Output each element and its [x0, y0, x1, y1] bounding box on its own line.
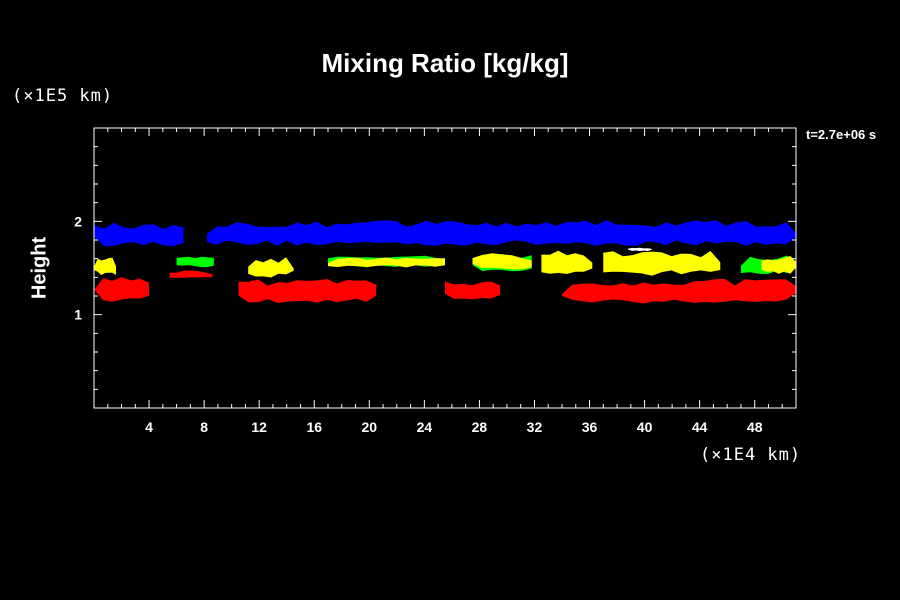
green-region-3 [176, 256, 214, 268]
plot-frame [93, 127, 797, 409]
x-tick-label: 8 [200, 419, 208, 435]
yellow-region-13 [761, 256, 796, 274]
x-tick-label: 40 [637, 419, 653, 435]
blue-region-0 [94, 222, 184, 246]
red-region-15 [169, 270, 213, 278]
x-tick-label: 16 [306, 419, 322, 435]
red-region-18 [562, 278, 796, 304]
x-tick-label: 4 [145, 419, 153, 435]
chart-title: Mixing Ratio [kg/kg] [321, 48, 569, 78]
yellow-region-6 [328, 257, 445, 268]
x-multiplier-label: (×1E4 km) [700, 445, 802, 465]
yellow-region-9 [541, 250, 593, 274]
red-region-16 [238, 279, 377, 303]
x-tick-label: 48 [747, 419, 763, 435]
x-tick-label: 12 [251, 419, 267, 435]
yellow-region-4 [248, 257, 294, 278]
yellow-region-2 [94, 257, 116, 276]
y-multiplier-label: (×1E5 km) [12, 86, 114, 106]
x-tick-label: 28 [472, 419, 488, 435]
white-region-10 [628, 247, 652, 251]
x-tick-label: 32 [527, 419, 543, 435]
x-tick-label: 44 [692, 419, 708, 435]
y-tick-label: 1 [74, 307, 82, 323]
x-tick-label: 36 [582, 419, 598, 435]
mixing-ratio-field [94, 220, 796, 304]
blue-region-1 [206, 220, 796, 246]
x-tick-label: 24 [417, 419, 433, 435]
red-region-17 [445, 281, 501, 300]
yellow-region-8 [472, 253, 532, 270]
y-tick-label: 2 [74, 213, 82, 229]
time-label: t=2.7e+06 s [806, 127, 877, 142]
yellow-region-11 [603, 251, 721, 276]
red-region-14 [94, 277, 150, 302]
x-tick-label: 20 [362, 419, 378, 435]
